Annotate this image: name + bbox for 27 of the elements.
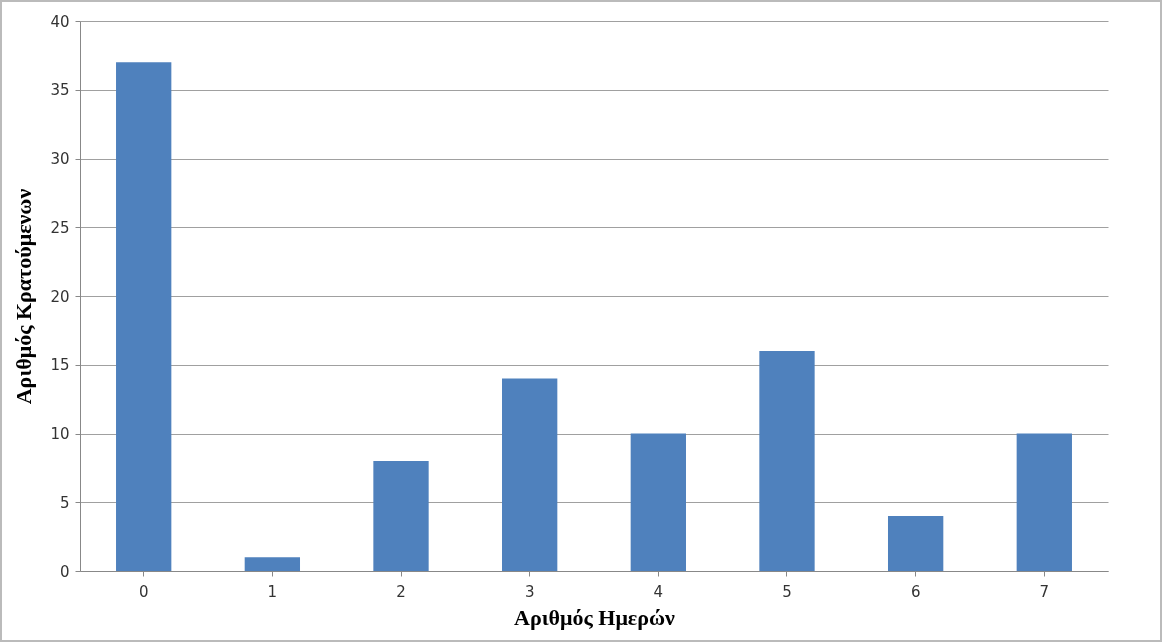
bar: [759, 351, 815, 571]
x-tick-label: 6: [910, 582, 921, 601]
x-tick-label: 3: [524, 582, 535, 601]
bar: [116, 62, 172, 571]
bar: [630, 433, 686, 571]
x-tick-label: 7: [1039, 582, 1050, 601]
x-tick-label: 2: [396, 582, 406, 601]
x-tick-label: 0: [138, 582, 149, 601]
bar: [887, 516, 944, 571]
y-axis-title: Αριθμός Κρατούμενων: [11, 188, 37, 405]
y-tick-label: 0: [59, 562, 70, 581]
x-tick-label: 5: [782, 582, 792, 601]
y-tick-label: 10: [50, 425, 70, 443]
bar: [502, 378, 558, 571]
bar: [1016, 433, 1072, 571]
bar: [244, 557, 301, 571]
y-tick-label: 25: [50, 218, 70, 237]
y-tick-label: 30: [50, 150, 70, 168]
y-tick-label: 20: [50, 287, 70, 306]
y-tick-label: 35: [50, 81, 70, 100]
y-tick-label: 40: [50, 12, 70, 31]
x-tick-label: 1: [267, 582, 278, 601]
bar: [373, 461, 429, 571]
y-tick-label: 15: [50, 356, 70, 375]
y-tick-label: 5: [59, 493, 70, 512]
x-tick-label: 4: [653, 582, 664, 601]
x-axis-title: Αριθμός Ημερών: [514, 604, 676, 630]
